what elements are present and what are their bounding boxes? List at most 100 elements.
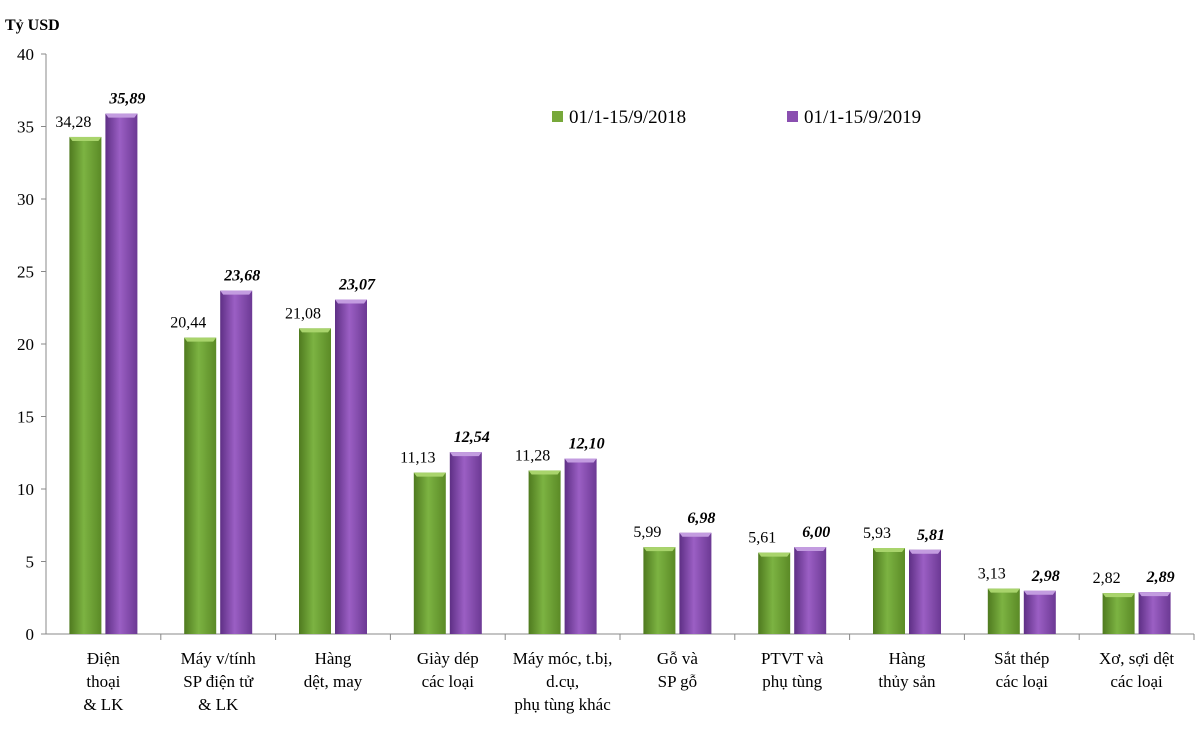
x-category-label-line: phụ tùng khác [514,695,611,714]
bar-2019-cap [220,290,253,295]
y-tick-label: 20 [17,335,34,354]
bar-2018-cap [758,552,791,557]
x-category-label-line: Gỗ và [657,649,699,668]
data-label-2019: 12,10 [569,436,605,453]
y-tick-label: 0 [26,625,35,644]
data-label-2018: 5,61 [748,530,776,547]
bar-2019 [105,113,138,635]
bar-2019-cap [449,452,482,457]
bar-2018 [987,588,1020,634]
data-label-2019: 12,54 [454,429,490,446]
bar-2018 [1102,593,1135,634]
x-category-label-line: Giày dép [417,649,479,668]
x-category-label: PTVT và phụ tùng [761,649,824,691]
data-label-2019: 5,81 [917,527,945,544]
bar-2018 [643,547,676,634]
y-axis-unit-label: Tỷ USD [5,17,60,34]
bar-2019-cap [335,299,367,304]
x-category-label-line: Máy v/tính [181,649,257,668]
y-tick-label: 10 [17,480,34,499]
data-label-2019: 23,68 [223,268,260,285]
x-category-label-line: các loại [996,672,1049,691]
bar-2018-cap [643,547,676,552]
data-label-2019: 6,98 [687,510,715,527]
y-tick-label: 25 [17,263,34,282]
bar-2018-cap [987,588,1020,593]
x-category-label: Máy móc, t.bị, d.cụ, phụ tùng khác [513,649,613,714]
bar-2019-cap [909,549,941,554]
data-label-2018: 21,08 [285,305,321,322]
bar-2018 [758,552,791,634]
legend-swatch-2018 [552,111,563,122]
bar-2018-cap [184,337,217,342]
legend-label-2018: 01/1-15/9/2018 [569,107,686,128]
bar-2018 [413,472,446,634]
bar-2019 [220,290,253,634]
y-tick-label: 5 [26,553,35,572]
bar-2019-cap [679,532,712,537]
bar-2019-cap [1138,592,1171,597]
x-category-label: Gỗ và SP gỗ [657,649,699,691]
x-category-label: Điện thoại & LK [83,649,124,714]
bar-2019 [564,458,597,634]
legend-swatch-2019 [787,111,798,122]
x-category-label-line: Điện [87,649,121,668]
data-label-2018: 2,82 [1093,570,1121,587]
legend-label-2019: 01/1-15/9/2019 [804,107,921,128]
x-category-label-line: thủy sản [878,672,936,691]
x-category-label: Hàng dệt, may [304,649,363,691]
bar-2018-cap [299,328,331,333]
x-category-label: Máy v/tính SP điện tử & LK [181,649,257,714]
bar-2019 [449,452,482,634]
x-category-label-line: PTVT và [761,649,824,668]
data-label-2018: 20,44 [170,315,206,332]
x-category-label-line: Sắt thép [994,649,1049,668]
x-category-label: Giày dép các loại [417,649,479,691]
data-label-2019: 2,89 [1146,569,1175,586]
data-label-2018: 5,93 [863,525,891,542]
x-category-label-line: d.cụ, [546,672,579,691]
bar-2018 [184,337,217,634]
x-category-label-line: các loại [422,672,475,691]
x-category-label-line: thoại [86,672,120,691]
data-label-2018: 34,28 [55,114,91,131]
data-label-2019: 6,00 [802,524,830,541]
bar-2018-cap [413,472,446,477]
bar-2018-cap [873,548,905,553]
data-label-2019: 23,07 [338,276,376,293]
y-tick-label: 30 [17,190,34,209]
x-category-label-line: Xơ, sợi dệt [1099,649,1174,668]
data-label-2018: 11,13 [400,450,435,467]
x-category-label: Hàng thủy sản [878,649,936,691]
x-category-label-line: Máy móc, t.bị, [513,649,613,668]
data-label-2018: 3,13 [978,566,1006,583]
y-tick-label: 35 [17,118,34,137]
y-tick-label: 15 [17,408,34,427]
bar-2018 [528,470,561,634]
x-category-label-line: SP điện tử [183,672,254,691]
x-category-label: Xơ, sợi dệt các loại [1099,649,1174,691]
x-category-label-line: SP gỗ [658,672,698,691]
bar-2018 [69,136,102,634]
bar-2019 [1138,592,1171,634]
bar-2019-cap [105,113,138,118]
bar-2018-cap [528,470,561,475]
bar-2019 [794,547,827,634]
bar-2019 [335,299,367,634]
data-label-2018: 5,99 [633,524,661,541]
x-category-label-line: & LK [198,695,239,714]
y-tick-label: 40 [17,45,34,64]
x-category-label-line: Hàng [315,649,352,668]
bar-2018-cap [1102,593,1135,598]
x-category-label-line: dệt, may [304,672,363,691]
data-label-2019: 2,98 [1031,568,1060,585]
bar-2019-cap [794,547,827,551]
bar-2018 [299,328,331,634]
x-category-label-line: phụ tùng [762,672,822,691]
bar-2019-cap [1023,590,1056,595]
x-category-label: Sắt thép các loại [994,649,1049,691]
bar-2019 [909,549,941,634]
bar-2019 [679,532,712,634]
data-label-2018: 11,28 [515,447,550,464]
